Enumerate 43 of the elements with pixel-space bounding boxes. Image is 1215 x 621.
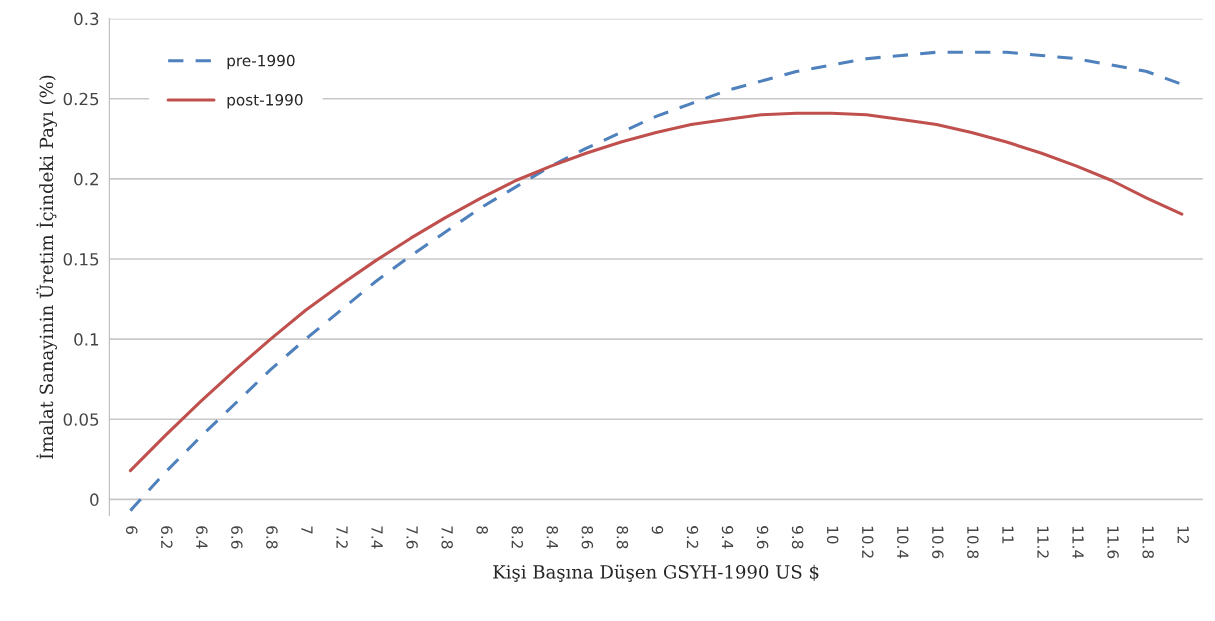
x-tick-label: 12 xyxy=(1177,526,1189,544)
y-tick-label: 0.15 xyxy=(63,252,99,266)
x-tick-label: 7.8 xyxy=(441,526,453,549)
y-axis-title: İmalat Sanayinin Üretim İçindeki Payı (%) xyxy=(36,75,57,459)
x-tick-label: 6 xyxy=(125,526,138,534)
x-tick-label: 11.8 xyxy=(1142,526,1154,559)
x-tick-label: 9.2 xyxy=(686,526,699,548)
legend-label: post-1990 xyxy=(227,94,303,109)
x-tick-label: 11.6 xyxy=(1107,526,1119,559)
x-tick-label: 7.2 xyxy=(336,526,348,548)
y-tick-label: 0.3 xyxy=(74,12,99,26)
x-tick-label: 10.2 xyxy=(861,526,874,558)
x-tick-label: 7.4 xyxy=(371,526,383,549)
x-tick-label: 6.6 xyxy=(231,526,243,549)
y-tick-label: 0.05 xyxy=(63,413,99,426)
x-tick-label: 8.8 xyxy=(616,526,629,549)
x-tick-label: 10.4 xyxy=(897,526,909,559)
x-tick-label: 7.6 xyxy=(406,526,418,549)
y-tick-label: 0 xyxy=(90,493,99,506)
legend-label: pre-1990 xyxy=(227,54,295,70)
x-tick-label: 10.6 xyxy=(932,526,944,559)
x-tick-label: 9.6 xyxy=(756,526,769,549)
x-tick-label: 9 xyxy=(651,526,664,534)
y-tick-label: 0.1 xyxy=(74,333,99,346)
x-tick-label: 6.4 xyxy=(196,526,208,549)
x-tick-label: 11.4 xyxy=(1072,526,1084,559)
y-tick-label: 0.25 xyxy=(63,92,99,106)
x-tick-label: 6.2 xyxy=(160,526,173,548)
x-tick-label: 11.2 xyxy=(1037,526,1049,558)
x-tick-label: 6.8 xyxy=(266,526,278,549)
x-tick-label: 11 xyxy=(1002,526,1014,544)
x-tick-label: 10 xyxy=(826,526,839,544)
x-tick-label: 7 xyxy=(301,526,313,534)
x-tick-label: 8.4 xyxy=(546,526,559,549)
x-tick-label: 8 xyxy=(476,526,488,534)
y-tick-label: 0.2 xyxy=(74,172,98,186)
x-axis-title: Kişi Başına Düşen GSYH-1990 US $ xyxy=(493,564,819,582)
x-tick-label: 8.2 xyxy=(511,526,524,548)
x-tick-label: 9.4 xyxy=(721,526,734,549)
x-tick-label: 10.8 xyxy=(967,526,979,559)
line-series xyxy=(128,111,1184,473)
x-tick-label: 9.8 xyxy=(791,526,804,549)
x-tick-label: 8.6 xyxy=(581,526,594,549)
